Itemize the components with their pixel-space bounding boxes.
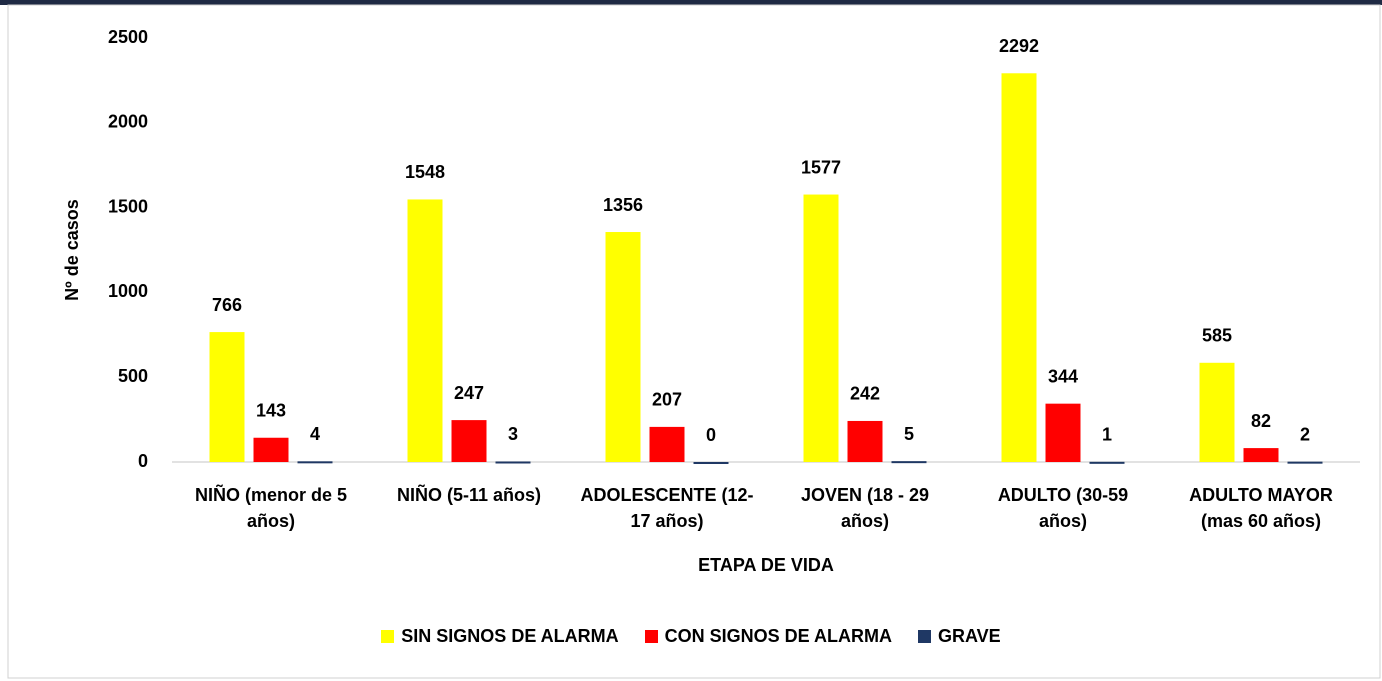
x-tick-label: NIÑO (5-11 años) [396, 485, 542, 505]
y-tick-label: 500 [118, 366, 148, 386]
x-tick-label: ADULTO (30-59 años) [997, 485, 1129, 531]
value-label: 3 [508, 424, 518, 444]
legend-item: SIN SIGNOS DE ALARMA [381, 626, 619, 647]
bar [649, 426, 685, 462]
top-bar [0, 0, 1382, 5]
bar [407, 199, 443, 462]
value-label: 1 [1102, 425, 1112, 445]
y-tick-label: 1500 [108, 196, 148, 216]
value-label: 1548 [405, 162, 445, 182]
x-tick-label: ADOLESCENTE (12-17 años) [580, 485, 754, 531]
bar [1001, 73, 1037, 463]
bar [693, 462, 729, 464]
legend-item: GRAVE [918, 626, 1001, 647]
legend-label: CON SIGNOS DE ALARMA [664, 626, 892, 646]
y-axis-title: Nº de casos [62, 199, 82, 301]
bar [1045, 403, 1081, 462]
value-label: 766 [212, 295, 242, 315]
y-tick-label: 1000 [108, 281, 148, 301]
bar [605, 232, 641, 462]
value-label: 1577 [801, 157, 841, 177]
bar [847, 420, 883, 462]
bar [803, 194, 839, 462]
legend: SIN SIGNOS DE ALARMA CON SIGNOS DE ALARMA… [0, 626, 1382, 647]
value-label: 344 [1048, 366, 1078, 386]
bar [1199, 362, 1235, 462]
bar [891, 461, 927, 464]
value-label: 2292 [999, 36, 1039, 56]
y-tick-label: 2500 [108, 27, 148, 47]
value-label: 247 [454, 383, 484, 403]
legend-item: CON SIGNOS DE ALARMA [644, 626, 892, 647]
y-tick-label: 0 [138, 451, 148, 471]
bar [253, 437, 289, 462]
x-tick-label: JOVEN (18 - 29 años) [800, 485, 930, 531]
bar [1089, 461, 1125, 464]
value-label: 143 [256, 400, 286, 420]
x-axis-title: ETAPA DE VIDA [698, 555, 834, 575]
value-label: 4 [310, 424, 320, 444]
value-label: 1356 [603, 195, 643, 215]
value-label: 0 [706, 425, 716, 445]
bar [495, 461, 531, 464]
bar [451, 420, 487, 462]
x-tick-label: NIÑO (menor de 5 años) [194, 485, 348, 531]
value-label: 82 [1251, 411, 1271, 431]
value-label: 5 [904, 424, 914, 444]
y-tick-label: 2000 [108, 112, 148, 132]
legend-swatch [918, 630, 931, 643]
value-label: 242 [850, 384, 880, 404]
value-label: 2 [1300, 424, 1310, 444]
legend-label: GRAVE [938, 626, 1001, 646]
legend-label: SIN SIGNOS DE ALARMA [401, 626, 619, 646]
value-label: 207 [652, 390, 682, 410]
legend-swatch [644, 630, 658, 643]
bar [209, 332, 245, 462]
bar [297, 461, 333, 464]
frame [7, 4, 1381, 679]
legend-swatch [381, 630, 395, 643]
value-label: 585 [1202, 326, 1232, 346]
x-tick-label: ADULTO MAYOR (mas 60 años) [1189, 485, 1333, 531]
bar [1287, 461, 1323, 464]
bar [1243, 448, 1279, 462]
